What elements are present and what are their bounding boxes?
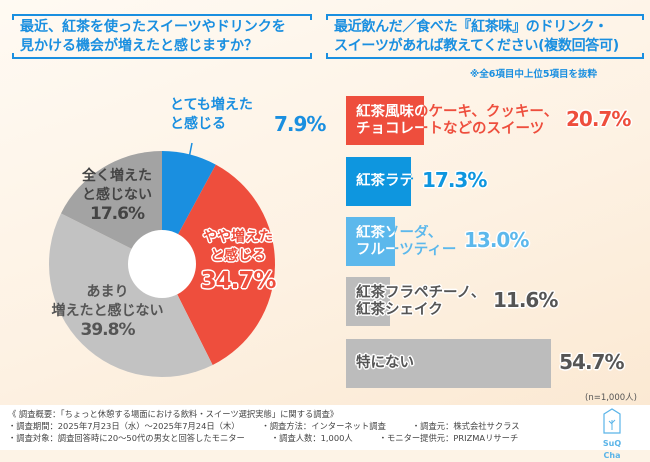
left-question-box: 最近、紅茶を使ったスイーツやドリンクを 見かける機会が増えたと感じますか？ — [12, 14, 312, 59]
bar — [346, 96, 424, 145]
bar-label-line: 紅茶ソーダ、 — [356, 224, 443, 241]
sample-size: (n=1,000人) — [585, 393, 637, 403]
bar-label-line: フルーツティー — [356, 241, 457, 258]
question-line: 最近、紅茶を使ったスイーツやドリンクを — [20, 19, 286, 35]
bar-value: 17.3% — [422, 168, 487, 192]
bar-label-line: 紅茶フラペチーノ、 — [356, 284, 486, 301]
question-line: 最近飲んだ／食べた『紅茶味』のドリンク・ — [334, 19, 608, 35]
bar — [346, 339, 552, 388]
slice-label-3: 全く増えた と感じない 17.6% — [82, 168, 152, 224]
question-line: 見かける機会が増えたと感じますか？ — [20, 38, 258, 54]
footer: 《 調査概要：「ちょっと休憩する場面における飲料・スイーツ選択実態」に関する調査… — [0, 405, 650, 460]
bar-label: 特にない — [356, 355, 414, 372]
bar-label: 紅茶ソーダ、 フルーツティー — [356, 225, 456, 259]
bar-value: 11.6% — [493, 288, 558, 312]
bar — [346, 157, 411, 206]
bar-label-line: 紅茶風味のケーキ、クッキー、 — [356, 103, 559, 120]
bar — [346, 217, 395, 266]
donut-chart — [49, 142, 276, 378]
note: ※全6項目中上位5項目を抜粋 — [470, 69, 597, 80]
bar-value: 13.0% — [464, 228, 529, 252]
bar-value: 20.7% — [566, 107, 631, 131]
survey-title: 《 調査概要：「ちょっと休憩する場面における飲料・スイーツ選択実態」に関する調査… — [8, 409, 339, 419]
bar-label: 紅茶ラテ — [356, 173, 414, 190]
right-question-box: 最近飲んだ／食べた『紅茶味』のドリンク・ スイーツがあれば教えてください(複数回… — [326, 14, 644, 59]
slice-value-0: 7.9% — [274, 112, 326, 136]
question-line: スイーツがあれば教えてください(複数回答可) — [334, 38, 619, 54]
slice-label-1: やや増えた と感じる 34.7% — [200, 229, 277, 294]
bar-label-line: 紅茶ラテ — [356, 173, 414, 189]
bar-label: 紅茶風味のケーキ、クッキー、 チョコレートなどのスイーツ — [356, 104, 558, 138]
slice-label-2: あまり 増えたと感じない 39.8% — [51, 284, 164, 340]
pie-slice — [49, 213, 213, 378]
pie-slice — [60, 151, 162, 264]
bar-label-line: 紅茶シェイク — [356, 301, 443, 318]
bar-value: 54.7% — [559, 350, 624, 374]
bar-label: 紅茶フラペチーノ、 紅茶シェイク — [356, 285, 485, 319]
logo: SuQ Cha — [594, 408, 630, 462]
leader-line — [188, 142, 193, 159]
donut-hole — [128, 230, 196, 298]
bar-label-line: 特にない — [356, 355, 414, 371]
bar-label-line: チョコレートなどのスイーツ — [356, 120, 545, 137]
slice-label-0: とても増えた と感じる — [170, 97, 253, 132]
cup-icon — [603, 408, 621, 434]
pie-slice — [162, 164, 276, 366]
bar — [346, 277, 390, 326]
